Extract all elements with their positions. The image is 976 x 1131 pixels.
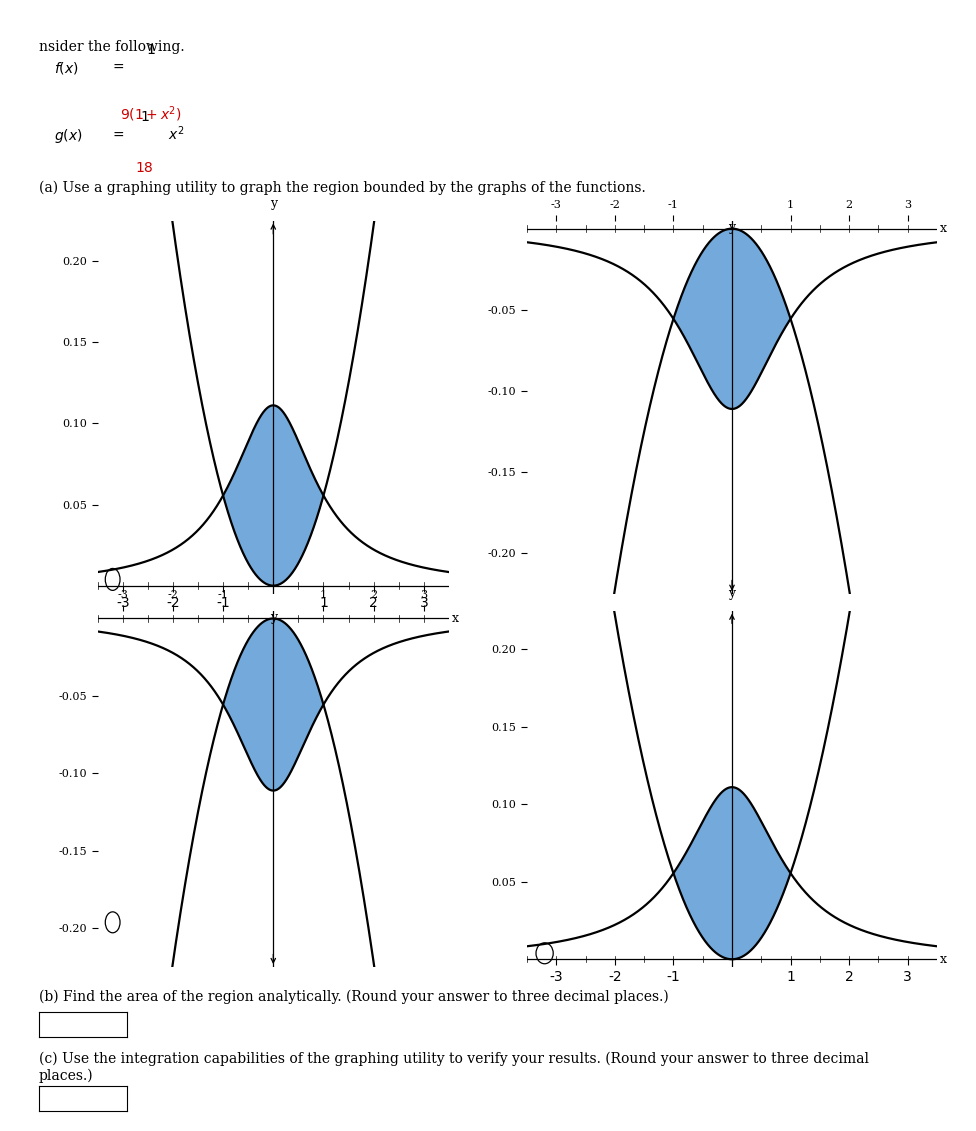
Text: y: y xyxy=(728,221,736,234)
Text: $x^2$: $x^2$ xyxy=(168,124,184,143)
Text: y: y xyxy=(269,197,277,209)
Text: y: y xyxy=(728,587,736,601)
Text: =: = xyxy=(112,61,124,75)
Text: x: x xyxy=(452,612,459,625)
Text: $f(x)$: $f(x)$ xyxy=(54,60,78,76)
Text: x: x xyxy=(940,222,947,235)
Text: y: y xyxy=(269,611,277,624)
Text: $9(1 + x^2)$: $9(1 + x^2)$ xyxy=(120,104,183,123)
Text: 1: 1 xyxy=(140,111,149,124)
Text: (a) Use a graphing utility to graph the region bounded by the graphs of the func: (a) Use a graphing utility to graph the … xyxy=(39,181,646,196)
Text: nsider the following.: nsider the following. xyxy=(39,40,184,53)
Text: x: x xyxy=(940,952,947,966)
Text: $g(x)$: $g(x)$ xyxy=(54,127,82,145)
Text: (c) Use the integration capabilities of the graphing utility to verify your resu: (c) Use the integration capabilities of … xyxy=(39,1052,869,1082)
Text: 1: 1 xyxy=(146,43,156,57)
Text: (b) Find the area of the region analytically. (Round your answer to three decima: (b) Find the area of the region analytic… xyxy=(39,990,669,1004)
Text: =: = xyxy=(112,129,124,143)
Text: 18: 18 xyxy=(136,161,153,174)
